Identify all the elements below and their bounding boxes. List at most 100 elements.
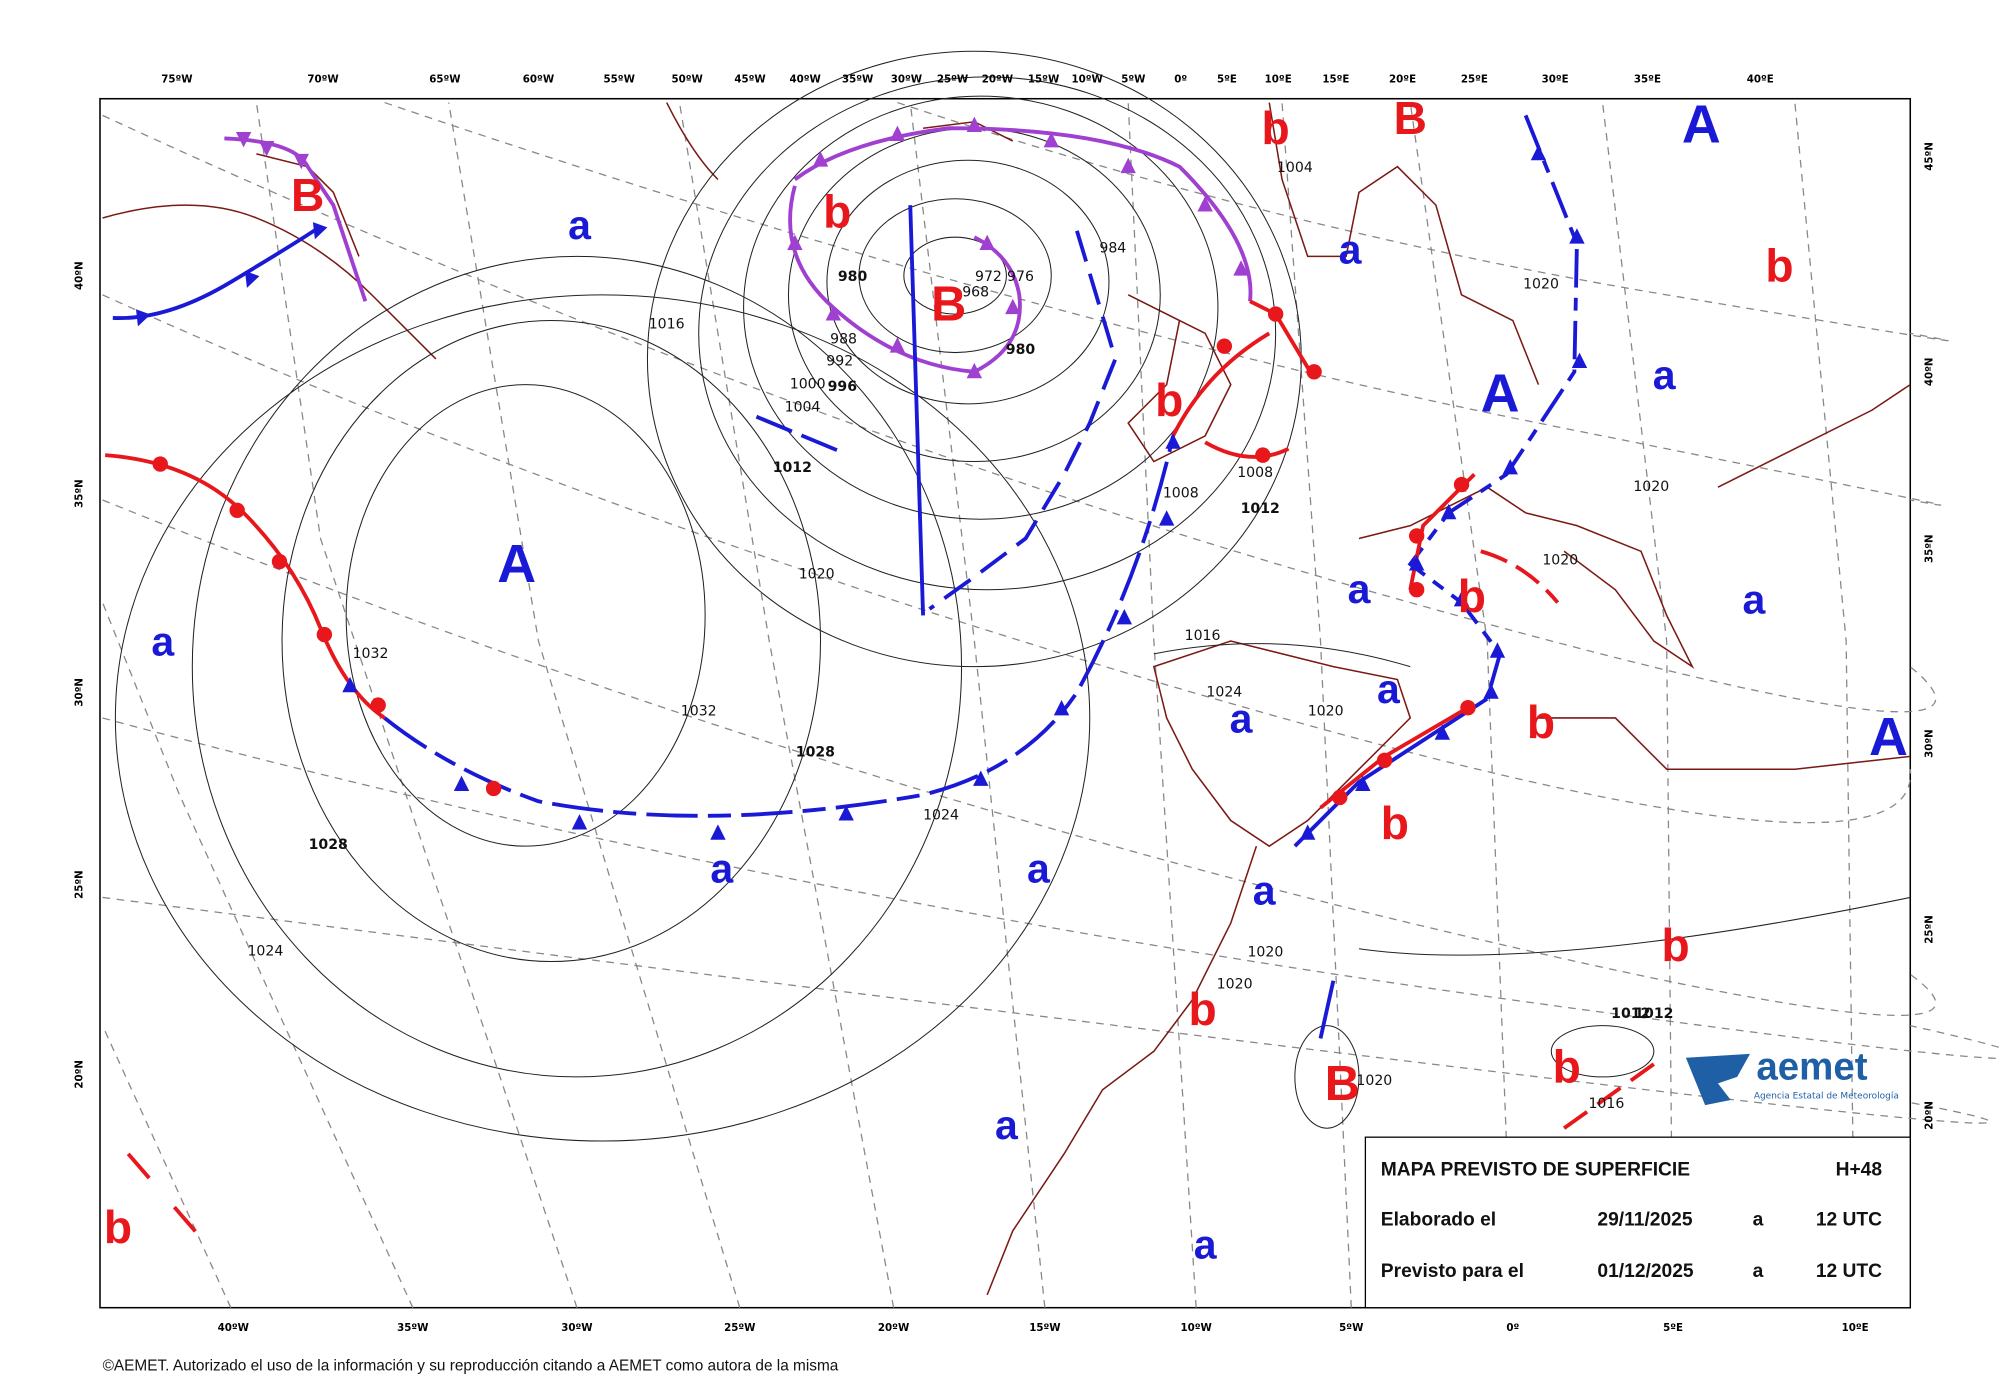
longitude-label: 40ºW [218, 1322, 249, 1334]
front-symbol [787, 234, 803, 250]
copyright: ©AEMET. Autorizado el uso de la informac… [103, 1358, 839, 1375]
isobar-label: 1012 [1241, 501, 1280, 517]
front-symbol [152, 456, 168, 472]
front-symbol [973, 770, 989, 786]
latitude-label: 30ºN [1923, 729, 1935, 758]
front-symbol [1116, 608, 1133, 625]
isobar-label: 976 [1007, 269, 1034, 285]
longitude-label: 15ºE [1322, 73, 1349, 85]
longitude-label: 30ºW [891, 73, 922, 85]
logo: aemet Agencia Estatal de Meteorología [1685, 1045, 1899, 1106]
front-symbol [1408, 582, 1425, 598]
info-title: MAPA PREVISTO DE SUPERFICIE [1381, 1160, 1691, 1181]
pressure-center: a [1027, 846, 1051, 892]
pressure-center: a [1377, 666, 1401, 712]
pressure-center: B [1325, 1057, 1360, 1111]
info-field: 29/11/2025 [1597, 1210, 1692, 1231]
longitude-label: 0º [1174, 73, 1187, 85]
isobar-label: 988 [830, 332, 857, 348]
isobar-label: 1020 [1217, 977, 1253, 993]
front-symbol [370, 697, 386, 713]
isobar-label: 1016 [1185, 628, 1221, 644]
longitude-label: 15ºW [1029, 1322, 1060, 1334]
isobar-label: 1008 [1237, 465, 1273, 481]
front-symbol [1408, 555, 1425, 571]
longitude-label: 20ºW [982, 73, 1013, 85]
longitude-label: 60ºW [523, 73, 554, 85]
front-symbol [1165, 433, 1181, 449]
map-frame [99, 97, 1912, 1309]
pressure-center: b [1765, 239, 1793, 291]
front-symbol [1376, 752, 1393, 768]
front-symbol [1158, 510, 1175, 526]
latitude-label: 35ºN [1923, 534, 1935, 563]
front-symbol [316, 626, 333, 643]
isobar-label: 1020 [1542, 552, 1578, 568]
front-symbol [244, 270, 260, 288]
pressure-center: b [104, 1201, 132, 1253]
front-symbol [1197, 196, 1213, 212]
longitude-label: 0º [1506, 1322, 1519, 1334]
front-symbol [271, 553, 288, 570]
front-symbol [979, 234, 995, 250]
isobar-label: 968 [962, 284, 989, 300]
isobar-label: 1012 [1611, 1006, 1650, 1022]
isobar-label: 1020 [1247, 945, 1283, 961]
longitude-label: 30ºW [561, 1322, 592, 1334]
info-field: Previsto para el [1381, 1261, 1524, 1282]
front-symbol [135, 309, 151, 327]
longitude-label: 40ºE [1747, 73, 1774, 85]
longitude-label: 75ºW [161, 73, 192, 85]
front-symbol [1267, 306, 1284, 322]
isobar-label: 980 [1006, 342, 1036, 358]
pressure-center: a [1230, 696, 1254, 742]
info-box [1364, 1136, 1911, 1309]
front-symbol [825, 305, 842, 321]
longitude-label: 55ºW [604, 73, 635, 85]
longitude-label: 40ºW [789, 73, 820, 85]
front-symbol [838, 805, 854, 821]
longitude-label: 30ºE [1542, 73, 1569, 85]
isobar-label: 1008 [1163, 486, 1199, 502]
pressure-center: a [995, 1102, 1019, 1148]
front-symbol [1441, 503, 1457, 520]
longitude-label: 10ºW [1071, 73, 1102, 85]
longitude-label: 10ºW [1180, 1322, 1211, 1334]
pressure-center: A [1869, 707, 1908, 767]
front-symbol [1434, 724, 1450, 740]
front-symbol [1233, 260, 1249, 276]
front-symbol [293, 153, 309, 170]
latitude-label: 30ºN [73, 678, 85, 707]
front-symbol [342, 676, 358, 693]
isobar-label: 1020 [1633, 479, 1669, 495]
isobar-label: 1012 [773, 460, 812, 476]
longitude-label: 65ºW [429, 73, 460, 85]
isobar-label: 1032 [353, 646, 389, 662]
longitude-label: 5ºE [1217, 73, 1237, 85]
isobar-label: 1028 [309, 837, 348, 853]
longitude-label: 70ºW [307, 73, 338, 85]
isobar-label: 992 [826, 354, 853, 370]
isobar-label: 1020 [799, 566, 835, 582]
longitude-label: 35ºE [1634, 73, 1661, 85]
info-step: H+48 [1836, 1160, 1883, 1181]
pressure-center: b [1527, 696, 1555, 748]
front-symbol [1453, 591, 1470, 607]
front-symbol [1569, 228, 1585, 244]
front-symbol [1530, 144, 1547, 161]
front-symbol [966, 362, 983, 379]
isobar-label: 1020 [1308, 704, 1344, 720]
front-symbol [1005, 298, 1021, 315]
pressure-center: a [710, 846, 734, 892]
front-symbol [1355, 775, 1371, 792]
front-symbol [1453, 476, 1470, 493]
latitude-label: 20ºN [73, 1060, 85, 1089]
pressure-center: b [1188, 983, 1216, 1035]
latitude-label: 25ºN [73, 870, 85, 899]
longitude-label: 5ºW [1121, 73, 1145, 85]
isobar-label: 984 [1099, 241, 1126, 257]
front-symbol [1120, 157, 1136, 174]
pressure-center: a [568, 202, 592, 248]
pressure-center: a [1194, 1221, 1218, 1267]
